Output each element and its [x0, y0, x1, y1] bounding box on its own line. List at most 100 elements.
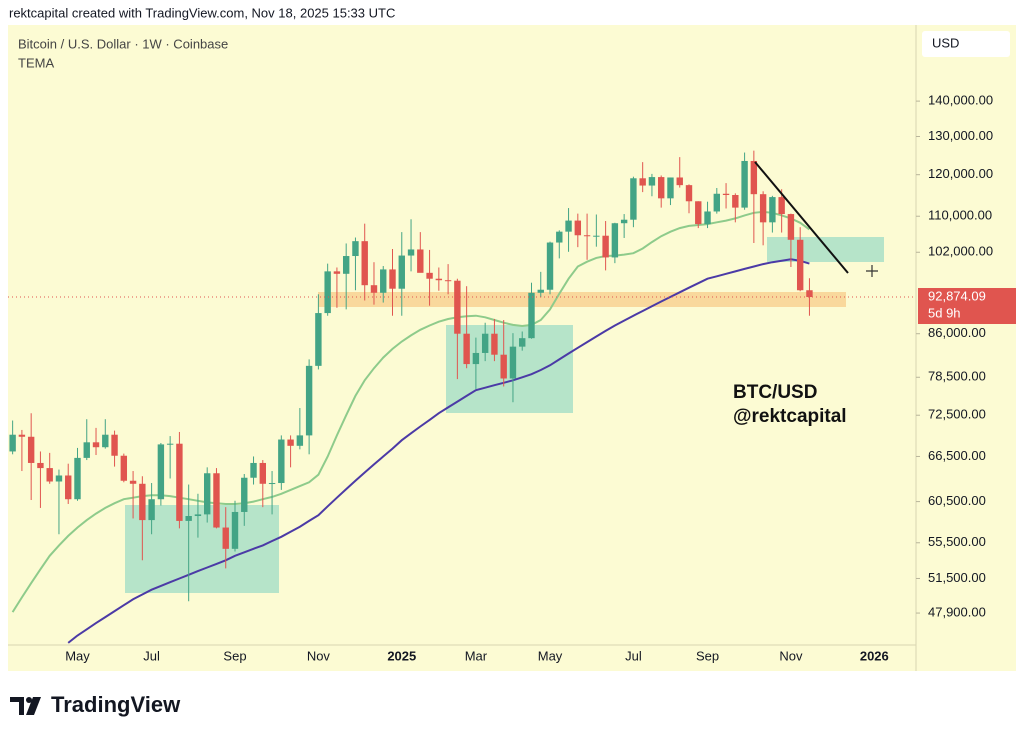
candle-body — [83, 442, 90, 458]
last-price-label: 92,874.09 — [928, 288, 986, 303]
candle-body — [361, 241, 368, 286]
accumulation-box — [125, 505, 279, 593]
candle-body — [398, 255, 405, 289]
candle-body — [370, 285, 378, 293]
candle-body — [120, 455, 128, 481]
candle-body — [166, 443, 174, 445]
x-tick-label: May — [538, 648, 563, 663]
candle-body — [342, 256, 350, 274]
tema-line — [67, 258, 810, 644]
candle-body — [491, 333, 498, 355]
candle-body — [556, 231, 563, 243]
candle-body — [796, 239, 804, 291]
overlay — [754, 161, 878, 277]
candle-body — [213, 473, 220, 528]
candle-body — [27, 436, 35, 463]
logo-mark — [10, 697, 24, 715]
y-tick-label: 55,500.00 — [928, 534, 986, 549]
candle-body — [769, 197, 776, 223]
y-tick-label: 86,000.00 — [928, 325, 986, 340]
candle-body — [333, 271, 341, 274]
candle-body — [463, 333, 470, 365]
candle-body — [9, 434, 16, 452]
x-tick-label: 2025 — [387, 648, 416, 663]
candle-body — [352, 241, 359, 257]
x-tick-label: Sep — [696, 648, 719, 663]
candle-body — [546, 242, 554, 290]
candle-body — [37, 462, 44, 469]
candle-body — [444, 280, 452, 282]
candle-body — [695, 201, 702, 225]
annotation-text: @rektcapital — [733, 406, 847, 427]
candle-body — [639, 178, 646, 186]
candle-body — [583, 235, 591, 237]
candle-body — [185, 516, 192, 521]
candle-body — [278, 439, 285, 484]
candle-body — [704, 211, 711, 225]
x-tick-label: Sep — [223, 648, 246, 663]
candle-body — [454, 280, 461, 334]
symbol-legend: Bitcoin / U.S. Dollar · 1W · Coinbase — [18, 36, 228, 51]
candle-body — [250, 462, 257, 478]
candle-body — [407, 249, 415, 256]
candle-body — [157, 444, 165, 500]
y-tick-label: 72,500.00 — [928, 407, 986, 422]
candle-body — [55, 475, 63, 482]
candle-body — [667, 177, 674, 199]
logo-mark — [26, 697, 41, 715]
candle-body — [259, 462, 266, 484]
candle-body — [630, 178, 637, 220]
candle-body — [287, 439, 294, 446]
candle-body — [500, 354, 507, 379]
candle-body — [296, 435, 304, 446]
support-zone — [318, 292, 846, 307]
candle-body — [620, 219, 628, 224]
candle-body — [46, 468, 53, 482]
candle-body — [417, 249, 424, 273]
brand-name: TradingView — [51, 692, 181, 717]
x-tick-label: Jul — [143, 648, 160, 663]
logo-mark — [26, 697, 32, 703]
plot-area — [9, 150, 884, 644]
candle-body — [806, 290, 813, 298]
x-tick-label: Nov — [779, 648, 803, 663]
candle-body — [658, 177, 665, 199]
candle-body — [426, 272, 433, 279]
candle-body — [315, 313, 322, 366]
candle-body — [648, 177, 656, 186]
candle-body — [611, 223, 619, 258]
candle-body — [685, 185, 693, 202]
candle-body — [676, 177, 683, 186]
candle-body — [778, 197, 785, 215]
candle-body — [472, 352, 480, 365]
candle-body — [602, 235, 609, 258]
candle-body — [129, 480, 137, 484]
candle-body — [148, 499, 155, 521]
x-tick-label: 2026 — [860, 648, 889, 663]
candle-body — [565, 220, 572, 232]
annotation-text: BTC/USD — [733, 382, 817, 403]
y-tick-label: 120,000.00 — [928, 166, 993, 181]
x-tick-label: Mar — [465, 648, 488, 663]
candle-body — [741, 160, 748, 208]
y-tick-label: 78,500.00 — [928, 369, 986, 384]
candle-body — [519, 338, 526, 347]
candle-body — [305, 365, 313, 436]
candle-body — [18, 434, 26, 437]
y-tick-label: 140,000.00 — [928, 93, 993, 108]
candle-body — [92, 442, 100, 448]
candle-body — [65, 475, 72, 500]
y-tick-label: 47,900.00 — [928, 605, 986, 620]
candle-body — [787, 214, 795, 240]
candle-body — [481, 333, 489, 353]
candle-body — [111, 434, 118, 456]
header-text: rektcapital created with TradingView.com… — [9, 5, 395, 20]
candle-body — [528, 292, 535, 339]
currency-box — [922, 31, 1010, 57]
currency-label: USD — [932, 35, 959, 50]
y-tick-label: 51,500.00 — [928, 570, 986, 585]
countdown-label: 5d 9h — [928, 305, 961, 320]
candle-body — [102, 434, 109, 448]
candle-body — [139, 483, 146, 521]
